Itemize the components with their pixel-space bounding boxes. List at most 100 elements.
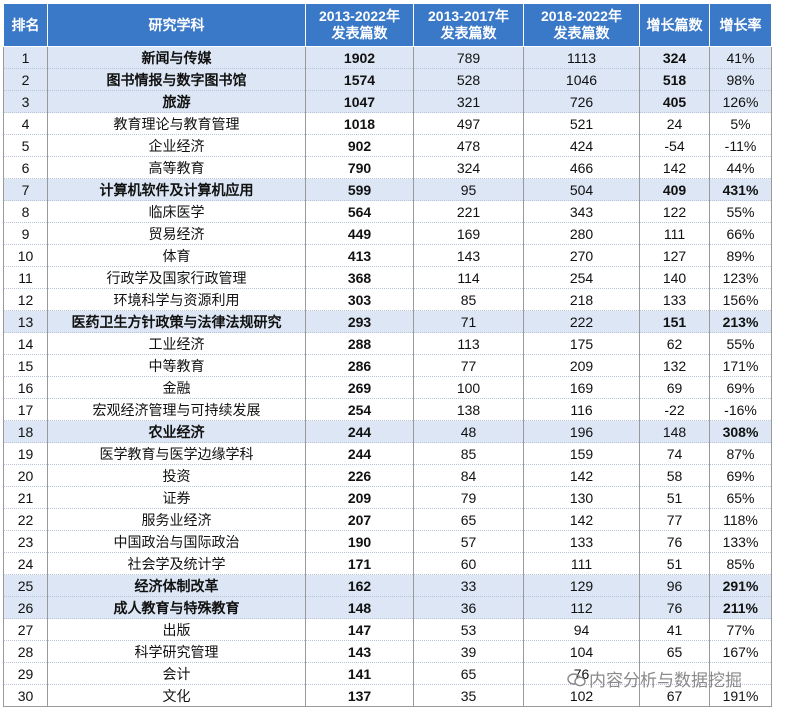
period1-cell: 65	[413, 662, 524, 685]
subject-cell: 投资	[47, 464, 306, 487]
period1-cell: 113	[413, 332, 524, 355]
period1-cell: 85	[413, 288, 524, 311]
rank-cell: 25	[3, 574, 48, 597]
period2-cell: 159	[523, 442, 640, 465]
period2-cell: 142	[523, 508, 640, 531]
period1-cell: 143	[413, 244, 524, 267]
rank-cell: 7	[3, 178, 48, 201]
rank-cell: 1	[3, 46, 48, 69]
rank-cell: 15	[3, 354, 48, 377]
header-total: 2013-2022年 发表篇数	[305, 3, 414, 47]
period2-cell: 116	[523, 398, 640, 421]
total-cell: 564	[305, 200, 414, 223]
table-row: 26 成人教育与特殊教育 148 36 112 76 211%	[3, 596, 772, 619]
rate-cell: 213%	[709, 310, 772, 333]
rank-cell: 3	[3, 90, 48, 113]
subject-cell: 图书情报与数字图书馆	[47, 68, 306, 91]
growth-cell: 41	[639, 618, 710, 641]
rank-cell: 10	[3, 244, 48, 267]
period1-cell: 478	[413, 134, 524, 157]
total-cell: 286	[305, 354, 414, 377]
total-cell: 207	[305, 508, 414, 531]
period2-cell: 521	[523, 112, 640, 135]
period2-cell: 209	[523, 354, 640, 377]
period1-cell: 57	[413, 530, 524, 553]
growth-cell: 140	[639, 266, 710, 289]
table-body: 1 新闻与传媒 1902 789 1113 324 41% 2 图书情报与数字图书馆 1574 52…	[3, 46, 772, 707]
rate-cell: 431%	[709, 178, 772, 201]
growth-cell: 51	[639, 552, 710, 575]
table-row: 2 图书情报与数字图书馆 1574 528 1046 518 98%	[3, 68, 772, 91]
period1-cell: 77	[413, 354, 524, 377]
period1-cell: 79	[413, 486, 524, 509]
rate-cell: 87%	[709, 442, 772, 465]
rate-cell: 41%	[709, 46, 772, 69]
table-row: 6 高等教育 790 324 466 142 44%	[3, 156, 772, 179]
period1-cell: 36	[413, 596, 524, 619]
rate-cell: 291%	[709, 574, 772, 597]
total-cell: 226	[305, 464, 414, 487]
rank-cell: 8	[3, 200, 48, 223]
table-row: 22 服务业经济 207 65 142 77 118%	[3, 508, 772, 531]
period2-cell: 104	[523, 640, 640, 663]
subject-cell: 农业经济	[47, 420, 306, 443]
period2-cell: 254	[523, 266, 640, 289]
total-cell: 148	[305, 596, 414, 619]
subject-cell: 中等教育	[47, 354, 306, 377]
period2-cell: 222	[523, 310, 640, 333]
subject-cell: 贸易经济	[47, 222, 306, 245]
growth-cell: 65	[639, 640, 710, 663]
period1-cell: 71	[413, 310, 524, 333]
period2-cell: 1046	[523, 68, 640, 91]
growth-cell: 133	[639, 288, 710, 311]
period1-cell: 789	[413, 46, 524, 69]
subject-cell: 计算机软件及计算机应用	[47, 178, 306, 201]
period1-cell: 169	[413, 222, 524, 245]
growth-cell: 111	[639, 222, 710, 245]
total-cell: 368	[305, 266, 414, 289]
period1-cell: 138	[413, 398, 524, 421]
subject-cell: 新闻与传媒	[47, 46, 306, 69]
rate-cell: 5%	[709, 112, 772, 135]
period1-cell: 95	[413, 178, 524, 201]
rank-cell: 14	[3, 332, 48, 355]
header-subject: 研究学科	[47, 3, 306, 47]
period2-cell: 218	[523, 288, 640, 311]
growth-cell: -54	[639, 134, 710, 157]
rate-cell: 98%	[709, 68, 772, 91]
header-row: 排名 研究学科 2013-2022年 发表篇数 2013-2017年 发表篇数 2018-2…	[3, 3, 772, 47]
table-row: 30 文化 137 35 102 67 191%	[3, 684, 772, 707]
table-row: 1 新闻与传媒 1902 789 1113 324 41%	[3, 46, 772, 69]
growth-cell: 24	[639, 112, 710, 135]
total-cell: 141	[305, 662, 414, 685]
growth-cell: 69	[639, 376, 710, 399]
table-row: 7 计算机软件及计算机应用 599 95 504 409 431%	[3, 178, 772, 201]
period1-cell: 48	[413, 420, 524, 443]
rank-cell: 20	[3, 464, 48, 487]
rank-cell: 24	[3, 552, 48, 575]
period1-cell: 84	[413, 464, 524, 487]
rank-cell: 19	[3, 442, 48, 465]
total-cell: 413	[305, 244, 414, 267]
rate-cell: 55%	[709, 200, 772, 223]
total-cell: 1018	[305, 112, 414, 135]
growth-cell: -22	[639, 398, 710, 421]
period1-cell: 221	[413, 200, 524, 223]
total-cell: 790	[305, 156, 414, 179]
period2-cell: 466	[523, 156, 640, 179]
subject-cell: 服务业经济	[47, 508, 306, 531]
period2-cell: 94	[523, 618, 640, 641]
growth-cell: 142	[639, 156, 710, 179]
rate-cell: 69%	[709, 376, 772, 399]
total-cell: 244	[305, 420, 414, 443]
total-cell: 288	[305, 332, 414, 355]
total-cell: 171	[305, 552, 414, 575]
subject-cell: 科学研究管理	[47, 640, 306, 663]
total-cell: 190	[305, 530, 414, 553]
header-period1: 2013-2017年 发表篇数	[413, 3, 524, 47]
table-row: 14 工业经济 288 113 175 62 55%	[3, 332, 772, 355]
table-row: 10 体育 413 143 270 127 89%	[3, 244, 772, 267]
subject-cell: 教育理论与教育管理	[47, 112, 306, 135]
table-row: 24 社会学及统计学 171 60 111 51 85%	[3, 552, 772, 575]
total-cell: 293	[305, 310, 414, 333]
